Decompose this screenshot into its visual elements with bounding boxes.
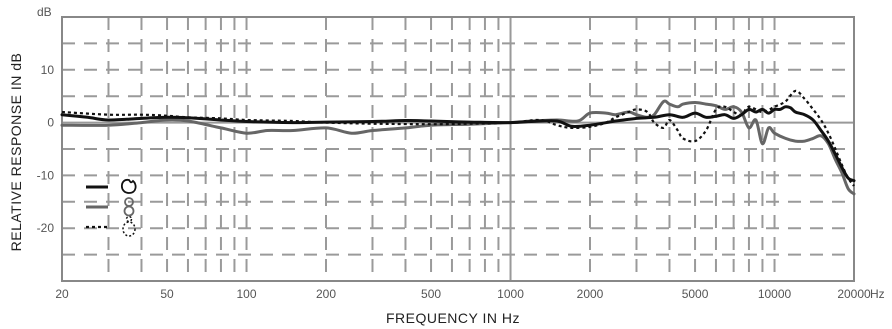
- x-tick-label: 500: [421, 287, 441, 301]
- plot-border: [61, 16, 855, 282]
- x-unit-label: Hz: [870, 287, 885, 301]
- cardioid-pattern-icon: [120, 179, 137, 194]
- hypercardioid-rear-lobe: [125, 215, 133, 223]
- grid-layer: [62, 17, 854, 281]
- figure-eight-lower-lobe: [123, 205, 135, 217]
- x-tick-label: 1000: [497, 287, 524, 301]
- x-tick-label: 20: [55, 287, 69, 301]
- hypercardioid-front-lobe: [122, 221, 136, 237]
- series-layer: [60, 89, 856, 196]
- hypercardioid-pattern-icon: [122, 215, 136, 237]
- x-tick-label: 100: [237, 287, 257, 301]
- cardioid-response-line: [60, 105, 856, 183]
- x-tick-label: 10000: [758, 287, 792, 301]
- y-tick-labels: 10 0 -10 -20: [37, 63, 55, 235]
- y-tick-label: -10: [37, 168, 55, 182]
- y-tick-label: 10: [41, 63, 55, 77]
- x-tick-label: 20000: [837, 287, 871, 301]
- y-unit-label: dB: [37, 5, 52, 19]
- y-tick-label: -20: [37, 221, 55, 235]
- y-axis-title: RELATIVE RESPONSE IN dB: [8, 53, 24, 252]
- x-tick-label: 200: [316, 287, 336, 301]
- x-tick-label: 2000: [577, 287, 604, 301]
- x-tick-label: 5000: [682, 287, 709, 301]
- figure-eight-response-line: [60, 99, 856, 196]
- hypercardioid-response-line: [61, 89, 855, 187]
- x-tick-label: 50: [160, 287, 174, 301]
- x-tick-labels: 20 50 100 200 500 1000 2000 5000 10000 20000: [55, 287, 871, 301]
- figure-eight-pattern-icon: [123, 197, 135, 217]
- x-axis-title: FREQUENCY IN Hz: [386, 310, 520, 326]
- y-tick-label: 0: [47, 116, 54, 130]
- legend: [86, 179, 137, 237]
